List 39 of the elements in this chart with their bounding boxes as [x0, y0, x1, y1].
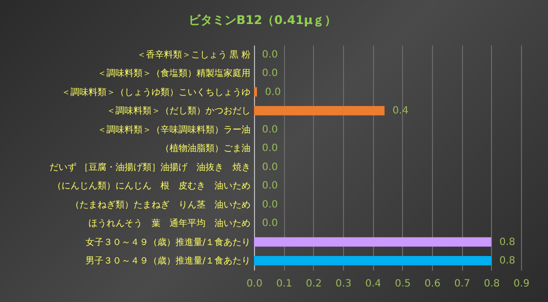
y-tick-label: ＜香辛料類＞こしょう 黒 粉 [136, 49, 250, 60]
data-label: 0.0 [262, 143, 278, 154]
x-tick-label: 0.8 [484, 278, 500, 290]
y-tick-label: ＜調味料類＞（しょうゆ類）こいくちしょうゆ [62, 86, 250, 98]
y-tick-label: （たまねぎ類）たまねぎ りん茎 油いため [70, 199, 250, 210]
y-tick-label: 男子３０～４９（歳）推進量/１食あたり [85, 256, 250, 267]
x-tick-label: 0.3 [336, 278, 352, 290]
y-tick-label: ＜調味料類＞（だし類）かつおだし [106, 106, 250, 117]
bar [254, 256, 492, 266]
y-tick-label: ＜調味料類＞（食塩類）精製塩家庭用 [98, 68, 250, 80]
x-tick-label: 0.6 [424, 278, 440, 290]
data-label: 0.0 [262, 218, 278, 230]
data-label: 0.0 [262, 49, 278, 60]
data-label: 0.4 [392, 106, 408, 117]
bar [254, 106, 385, 116]
data-label: 0.0 [262, 68, 278, 80]
x-tick-label: 0.9 [514, 278, 530, 290]
x-tick-label: 0.2 [306, 278, 322, 290]
x-tick-label: 0.1 [276, 278, 292, 290]
data-label: 0.0 [262, 162, 278, 173]
y-tick-label: （植物油脂類）ごま油 [160, 143, 250, 154]
data-label: 0.0 [262, 180, 278, 192]
y-tick-label: （にんじん類）にんじん 根 皮むき 油いため [52, 180, 250, 192]
data-label: 0.0 [262, 199, 278, 210]
y-tick-label: だいず ［豆腐・油揚げ類］油揚げ 油抜き 焼き [50, 162, 250, 173]
bar [254, 87, 257, 97]
x-tick-label: 0.4 [365, 278, 382, 290]
x-tick-label: 0.5 [394, 278, 411, 290]
data-label: 0.0 [264, 86, 281, 98]
data-label: 0.8 [499, 236, 516, 248]
data-label: 0.0 [262, 124, 278, 136]
y-tick-label: 女子３０～４９（歳）推進量/１食あたり [85, 236, 250, 248]
x-tick-label: 0.7 [454, 278, 470, 290]
x-tick-label: 0.0 [246, 278, 262, 290]
chart-title: ビタミンB12（0.41μｇ） [188, 13, 337, 27]
y-tick-label: ほうれんそう 葉 通年平均 油いため [88, 218, 250, 230]
bar [254, 237, 492, 247]
data-label: 0.8 [499, 256, 516, 267]
y-tick-label: ＜調味料類＞（辛味調味料類）ラー油 [98, 124, 250, 136]
